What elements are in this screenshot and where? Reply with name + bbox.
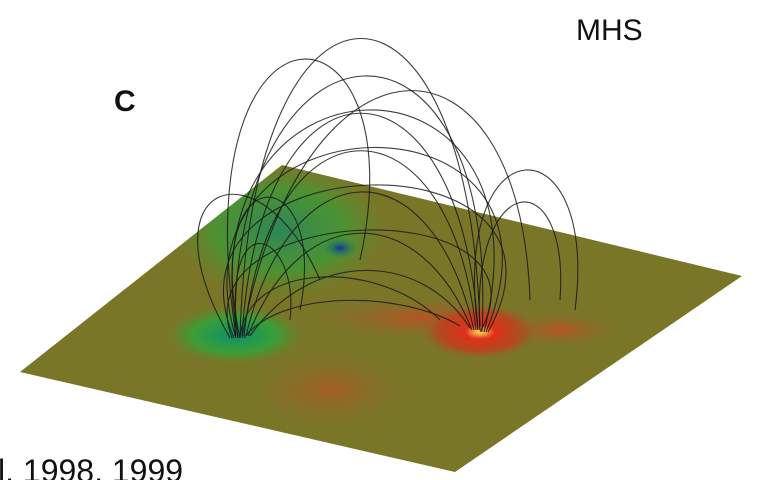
citation: l. 1998, 1999 [0, 453, 183, 480]
page: MHS C l. 1998, 1999 (() => { const data … [0, 0, 758, 480]
model-label: MHS [576, 14, 643, 47]
panel-label: C [114, 85, 136, 118]
figure: MHS C l. 1998, 1999 [0, 0, 758, 480]
red-tail [500, 312, 620, 348]
red-patch [250, 350, 410, 430]
blue-spot [320, 236, 360, 260]
